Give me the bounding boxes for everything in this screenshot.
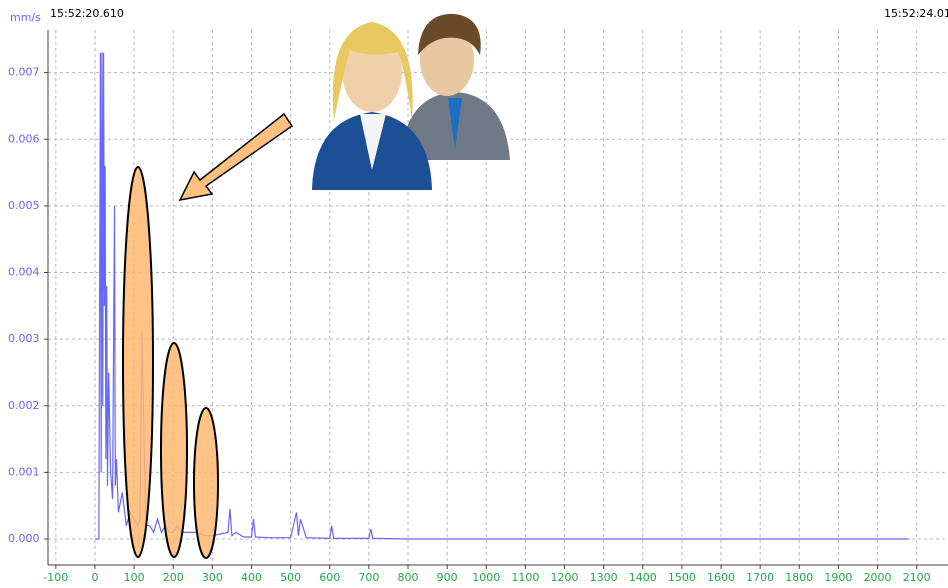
x-tick-label: 600 [319,571,340,584]
highlight-ellipse [160,342,188,558]
x-tick-label: 1000 [472,571,500,584]
annotation-overlay [122,13,510,559]
x-tick-label: 1400 [629,571,657,584]
x-tick-label: 100 [124,571,145,584]
highlight-ellipse [122,166,154,558]
y-tick-label: 0.006 [8,132,40,145]
x-tick-label: 0 [91,571,98,584]
y-unit: mm/s [10,11,41,24]
x-tick-label: 1700 [746,571,774,584]
x-tick-label: 900 [437,571,458,584]
x-tick-label: 2100 [903,571,931,584]
x-tick-label: 700 [358,571,379,584]
x-tick-label: 1200 [551,571,579,584]
highlight-ellipse [193,407,219,559]
y-tick-label: 0.007 [8,66,40,79]
x-tick-label: 1800 [785,571,813,584]
x-tick-label: 500 [280,571,301,584]
people-icon [312,13,510,190]
x-tick-label: 300 [202,571,223,584]
time-end: 15:52:24.010 [884,7,948,20]
x-tick-label: 1100 [511,571,539,584]
y-tick-label: 0.004 [8,266,40,279]
y-tick-label: 0.002 [8,399,40,412]
x-tick-label: 200 [163,571,184,584]
x-tick-label: 2000 [864,571,892,584]
y-tick-label: 0.001 [8,465,40,478]
y-tick-label: 0.005 [8,199,40,212]
x-tick-label: 400 [241,571,262,584]
x-tick-label: -100 [43,571,68,584]
x-tick-label: 1500 [668,571,696,584]
y-tick-label: 0.000 [8,532,40,545]
arrow [178,112,294,202]
x-tick-label: 1300 [590,571,618,584]
y-tick-label: 0.003 [8,332,40,345]
time-start: 15:52:20.610 [50,7,124,20]
x-tick-label: 1600 [707,571,735,584]
x-tick-label: 800 [398,571,419,584]
x-tick-label: 1900 [824,571,852,584]
